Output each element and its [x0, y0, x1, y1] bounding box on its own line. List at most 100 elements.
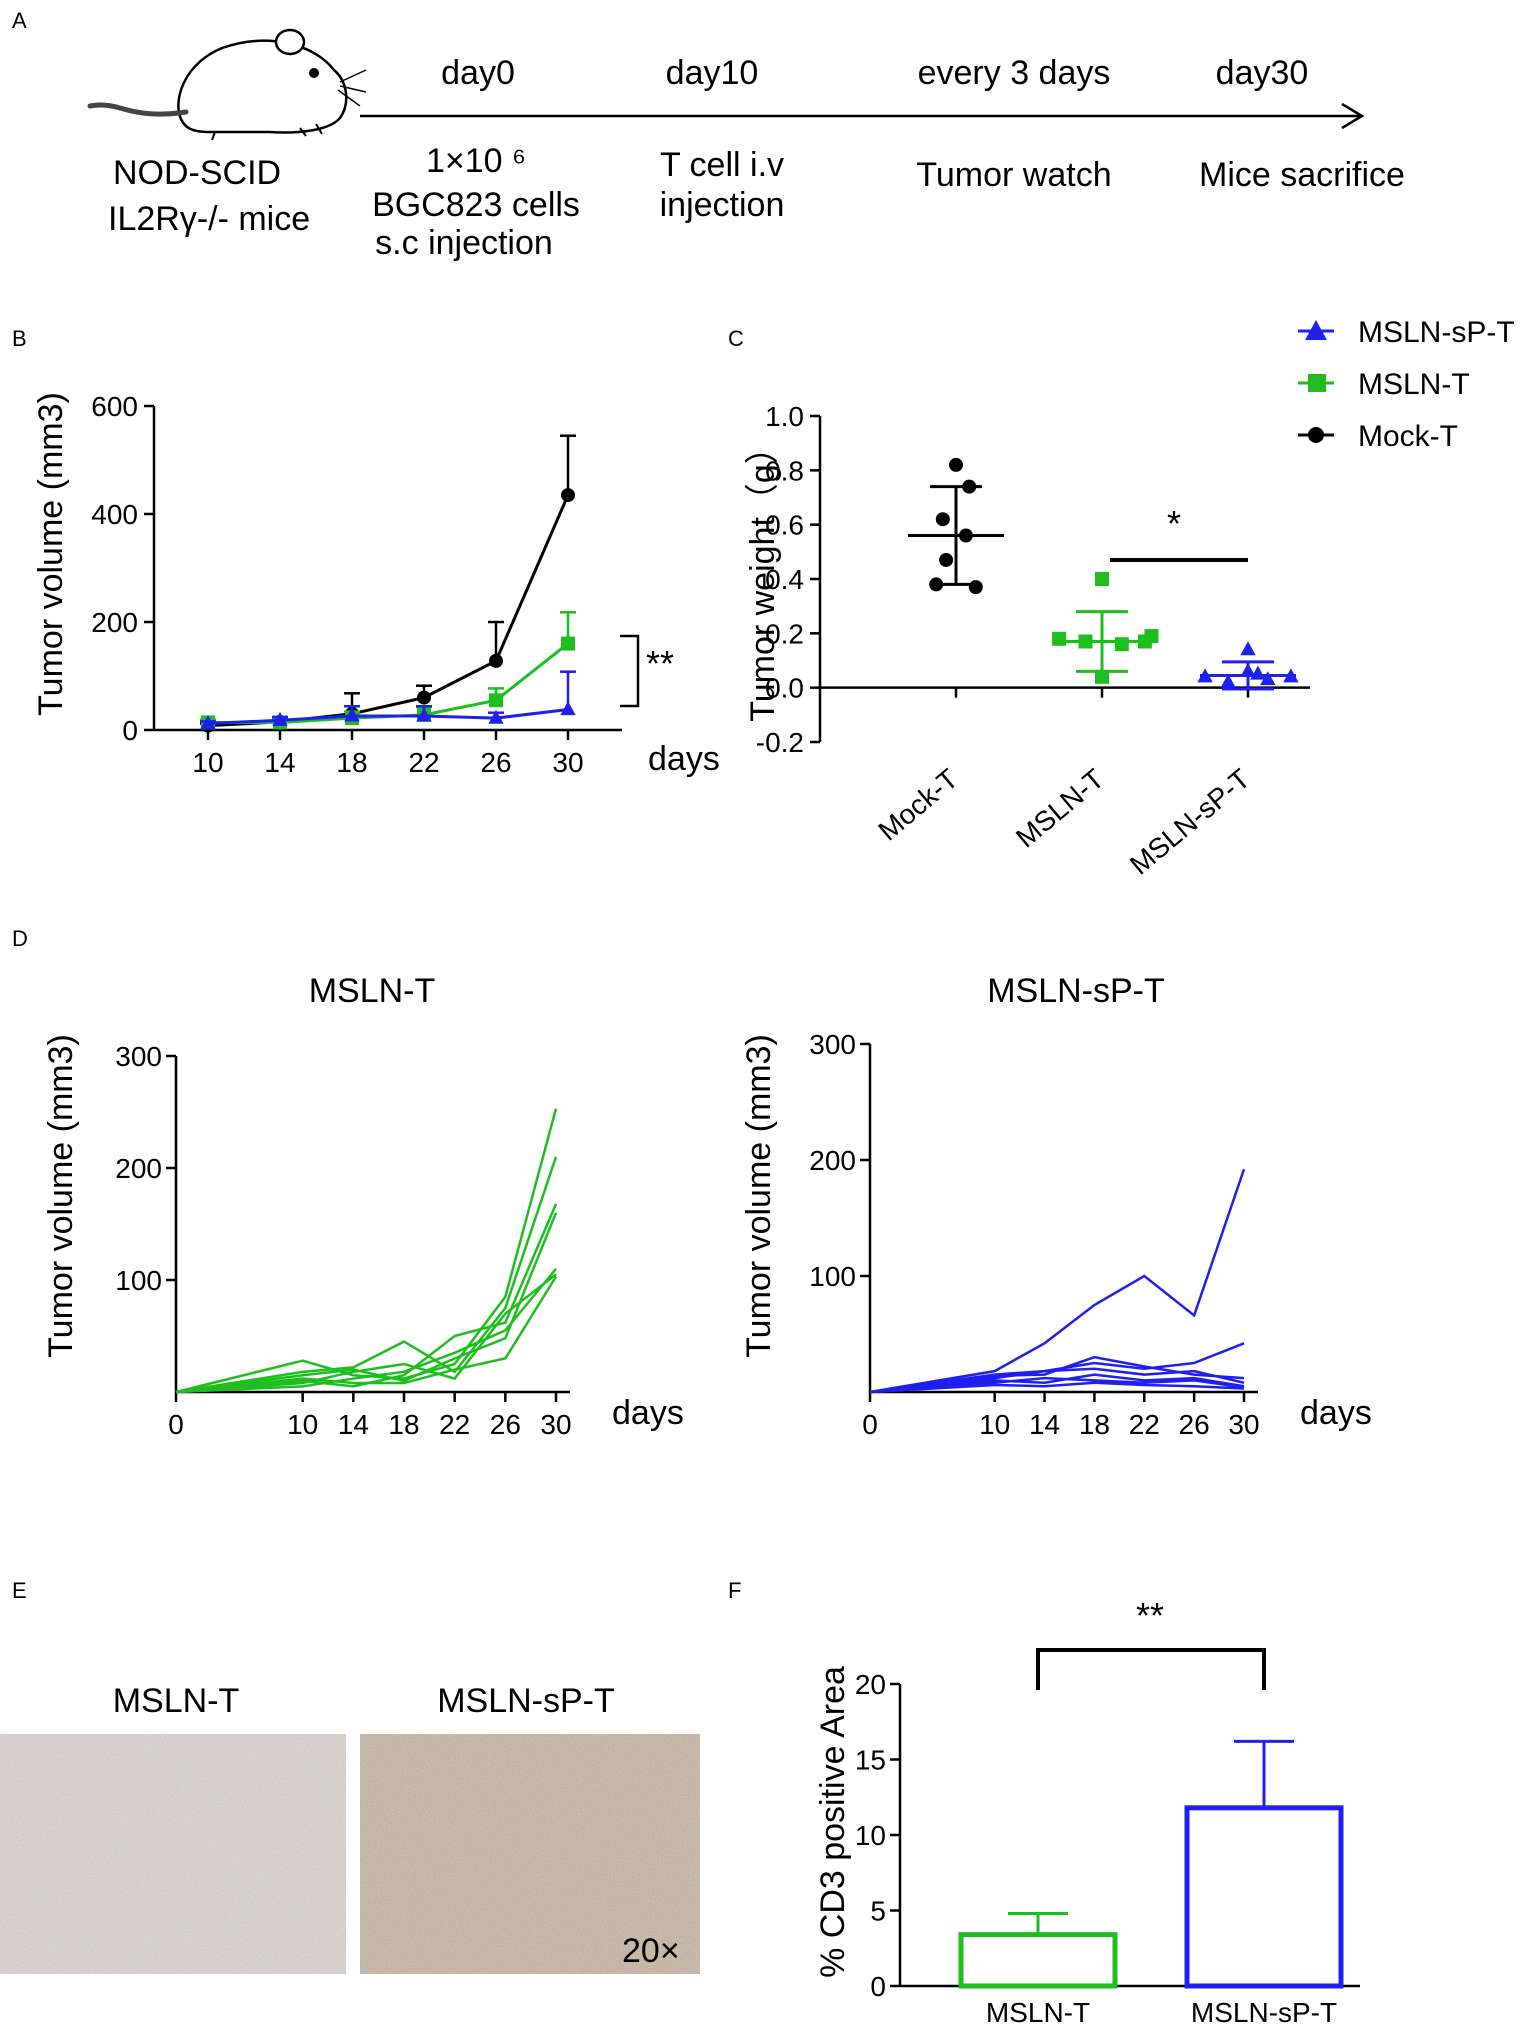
- chart-f-y-tick-label: 5: [870, 1896, 886, 1927]
- chart-d-right-y-tick-label: 100: [809, 1261, 856, 1292]
- image-left-label: MSLN-T: [113, 1682, 240, 1720]
- chart-b-xlabel: days: [648, 740, 720, 778]
- chart-b-x-tick-label: 26: [480, 747, 511, 778]
- panel-label-e: E: [12, 1578, 27, 1603]
- chart-f-bar-2: [1184, 1805, 1344, 1989]
- chart-c-point: [1078, 634, 1093, 649]
- chart-c-point: [949, 457, 963, 472]
- chart-c-point: [1260, 671, 1276, 686]
- chart-d-left-x-tick-label: 22: [439, 1409, 470, 1440]
- chart-d-left-x-tick-label: 10: [287, 1409, 318, 1440]
- chart-b-y-tick-label: 400: [91, 499, 138, 530]
- chart-b-x-tick-label: 18: [336, 747, 367, 778]
- mouse-feet: [211, 123, 323, 141]
- chart-c-point: [1250, 665, 1266, 680]
- panel-label-f: F: [728, 1578, 741, 1603]
- chart-f-y-tick-label: 15: [855, 1745, 886, 1776]
- chart-c-point: [935, 512, 950, 527]
- mouse-eye: [309, 68, 319, 78]
- timeline-arrowhead: [1341, 102, 1365, 130]
- panel-label-d: D: [12, 926, 28, 951]
- timeline-day10-desc-1: T cell i.v: [660, 146, 784, 184]
- ihc-image-right: [360, 1734, 700, 1974]
- chart-c-x-tick-label: MSLN-sP-T: [1124, 763, 1256, 881]
- chart-f-y-tick-label: 20: [855, 1669, 886, 1700]
- chart-b-point: [488, 709, 504, 724]
- legend-label-mock: Mock-T: [1358, 420, 1458, 453]
- chart-d-right-y-tick-label: 300: [809, 1029, 856, 1060]
- chart-b-x-tick-label: 22: [408, 747, 439, 778]
- ihc-image-left: [0, 1734, 346, 1974]
- chart-b-point: [344, 707, 360, 722]
- chart-c-point: [1095, 669, 1109, 684]
- chart-c-y-tick-label: 1.0: [765, 401, 804, 432]
- chart-b-point: [489, 653, 503, 668]
- chart-d-right-x-tick-label: 0: [862, 1409, 878, 1440]
- chart-c-y-tick-label: 0.2: [765, 618, 804, 649]
- chart-b-point: [560, 701, 576, 716]
- chart-b-y-tick-label: 200: [91, 607, 138, 638]
- chart-d-right-curve-3: [869, 1355, 1245, 1394]
- chart-d-left-x-tick-label: 26: [490, 1409, 521, 1440]
- chart-d-left-title: MSLN-T: [309, 972, 436, 1010]
- chart-f-y-tick-label: 10: [855, 1820, 886, 1851]
- chart-c-point: [962, 479, 977, 494]
- chart-b-y-tick-label: 600: [91, 391, 138, 422]
- chart-b-series-line-0: [207, 494, 570, 728]
- chart-b-point: [272, 711, 288, 726]
- chart-d-left-curve-3: [175, 1203, 558, 1394]
- chart-c-y-tick-label: 0.8: [765, 455, 804, 486]
- chart-d-left-x-tick-label: 14: [338, 1409, 369, 1440]
- chart-d-right-x-tick-label: 22: [1129, 1409, 1160, 1440]
- chart-b-x-tick-label: 14: [264, 747, 295, 778]
- chart-f-sig-bracket: [1036, 1648, 1266, 1690]
- chart-c-point: [1197, 668, 1213, 683]
- legend-item-mslnspt: MSLN-sP-T: [1298, 316, 1515, 349]
- timeline-day0: day0: [441, 54, 515, 92]
- chart-d-right-title: MSLN-sP-T: [987, 972, 1165, 1010]
- chart-d-right-xlabel: days: [1300, 1394, 1372, 1432]
- chart-c-point: [1114, 637, 1129, 652]
- timeline-every3: every 3 days: [918, 54, 1111, 92]
- timeline-day30: day30: [1216, 54, 1309, 92]
- chart-d-left-x-tick-label: 0: [168, 1409, 184, 1440]
- chart-c-y-tick-label: 0.6: [765, 510, 804, 541]
- chart-f-x-tick-label: MSLN-T: [986, 1997, 1090, 2028]
- chart-c-point: [1144, 629, 1159, 644]
- chart-c-significance: *: [1167, 503, 1181, 544]
- chart-d-left-curve-6: [175, 1275, 558, 1394]
- chart-c-point: [1283, 668, 1299, 683]
- chart-c-y-tick-label: 0.0: [765, 673, 804, 704]
- mouse-body: [177, 39, 348, 134]
- chart-d-left-curve-5: [175, 1268, 557, 1394]
- chart-d-left-x-tick-label: 18: [388, 1409, 419, 1440]
- chart-c-y-tick-label: -0.2: [756, 727, 804, 758]
- chart-b-point: [561, 636, 575, 651]
- mouse-tail: [87, 102, 189, 117]
- chart-c-x-tick-label: Mock-T: [872, 763, 963, 847]
- chart-c-point: [1052, 631, 1067, 646]
- chart-d-left-x-tick-label: 30: [540, 1409, 571, 1440]
- chart-d-right-curve-6: [869, 1376, 1245, 1394]
- chart-d-left-xlabel: days: [612, 1394, 684, 1432]
- timeline-day10-desc-2: injection: [660, 186, 785, 224]
- chart-f-significance: **: [1136, 1595, 1164, 1636]
- chart-c-point: [1095, 572, 1109, 586]
- chart-b-point: [417, 690, 431, 705]
- image-right-label: MSLN-sP-T: [437, 1682, 615, 1720]
- chart-d-right-x-tick-label: 30: [1228, 1409, 1259, 1440]
- legend-label-mslnspt: MSLN-sP-T: [1358, 316, 1515, 349]
- legend-marker-mock: [1308, 427, 1324, 443]
- chart-d-right-x-tick-label: 10: [979, 1409, 1010, 1440]
- chart-d-left-curve-1: [175, 1108, 558, 1394]
- timeline-day0-desc-1: 1×10 ⁶: [426, 142, 526, 180]
- legend-marker-mslnspt: [1305, 320, 1327, 340]
- chart-b-x-tick-label: 30: [552, 747, 583, 778]
- mouse-label-line2: IL2Rγ-/- mice: [108, 200, 310, 238]
- chart-d-left-curve-4: [175, 1212, 558, 1394]
- panel-label-c: C: [728, 326, 744, 351]
- chart-c: Tumor weight（g） * 1.0 0.8 0.6 0.4 0.2 0.0 -0.2…: [744, 401, 1310, 881]
- timeline-day0-desc-3: s.c injection: [375, 224, 553, 262]
